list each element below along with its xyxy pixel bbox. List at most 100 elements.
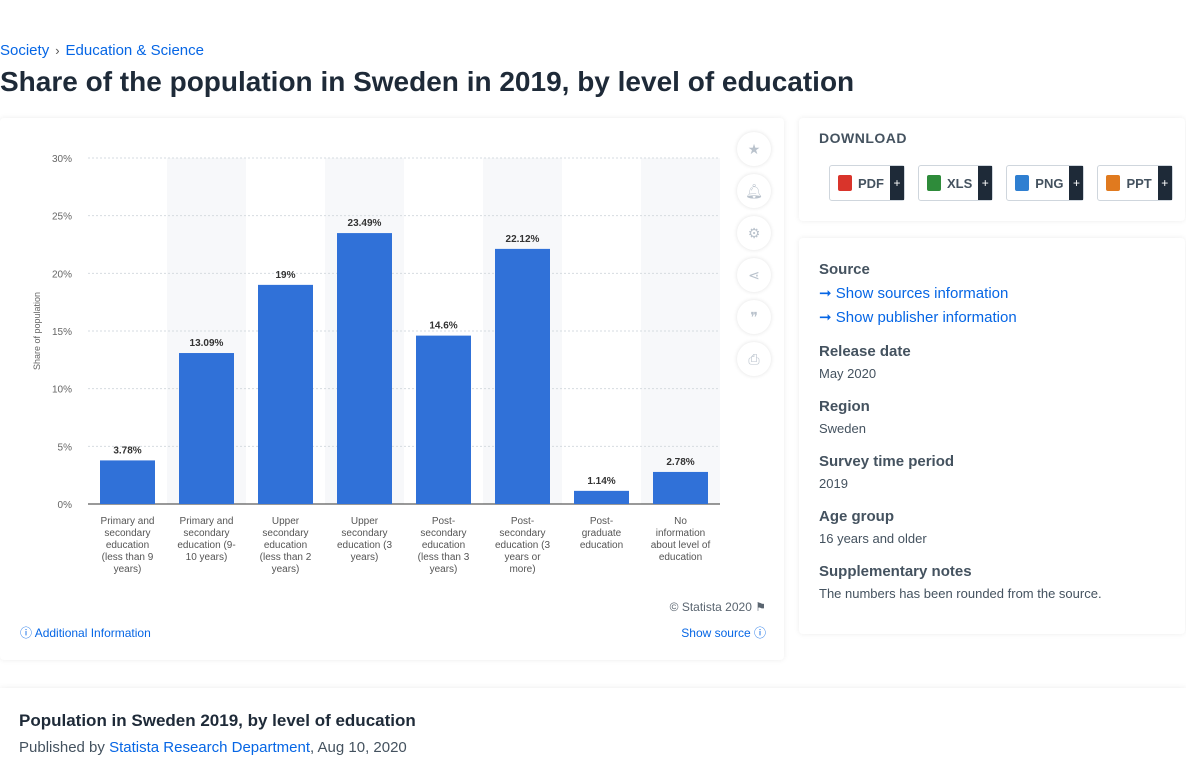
bar	[179, 353, 234, 504]
gear-icon[interactable]: ⚙	[737, 216, 771, 250]
bar	[653, 471, 708, 504]
download-title: DOWNLOAD	[819, 130, 907, 146]
show-sources-link[interactable]: ➞ Show sources information	[819, 284, 1008, 302]
bar	[337, 233, 392, 504]
y-tick-label: 30%	[52, 154, 72, 165]
info-icon: ⓘ	[753, 626, 766, 640]
x-tick-label: (less than 9	[102, 552, 154, 563]
x-tick-label: graduate	[582, 528, 622, 539]
age-group-value: 16 years and older	[819, 531, 927, 546]
page-title: Share of the population in Sweden in 201…	[0, 66, 855, 97]
share-icon[interactable]: ⋖	[737, 258, 771, 292]
bar-value-label: 13.09%	[190, 338, 224, 349]
plus-icon[interactable]: +	[1069, 166, 1084, 200]
x-tick-label: Post-	[590, 516, 613, 527]
age-group-heading: Age group	[819, 508, 894, 525]
show-source-link[interactable]: Show source ⓘ	[681, 624, 766, 641]
x-tick-label: secondary	[262, 528, 308, 539]
bar	[416, 335, 471, 504]
show-publisher-label: Show publisher information	[835, 309, 1017, 326]
plus-icon[interactable]: +	[890, 166, 904, 200]
bar-value-label: 23.49%	[348, 218, 382, 229]
bell-icon[interactable]: 🔔︎	[737, 174, 771, 208]
survey-period-heading: Survey time period	[819, 453, 955, 470]
x-tick-label: education (3	[337, 540, 392, 551]
statistic-details-card: Source ➞ Show sources information ➞ Show…	[799, 238, 1185, 634]
plus-icon[interactable]: +	[978, 166, 993, 200]
bar-value-label: 2.78%	[666, 457, 694, 468]
published-by-label: Published by	[19, 739, 105, 756]
x-tick-label: education (3	[495, 540, 550, 551]
y-tick-label: 25%	[52, 212, 72, 223]
x-tick-label: years)	[114, 564, 142, 575]
chart-card: 0% 5% 10% 15% 20% 25% 30% Share of population 3.…	[0, 118, 784, 660]
author-link[interactable]: Statista Research Department	[109, 739, 311, 756]
plus-icon[interactable]: +	[1157, 166, 1172, 200]
info-icon: ⓘ	[20, 626, 33, 640]
download-png-button[interactable]: PNG +	[1006, 165, 1085, 201]
x-tick-label: Upper	[351, 516, 379, 527]
publication-date: , Aug 10, 2020	[310, 739, 407, 756]
pdf-file-icon	[838, 175, 852, 191]
supplementary-notes-heading: Supplementary notes	[819, 563, 972, 580]
region-value: Sweden	[819, 421, 866, 436]
download-pdf-label: PDF	[858, 175, 884, 191]
download-card: DOWNLOAD PDF + XLS + PNG + PPT +	[799, 118, 1185, 221]
breadcrumb: Society › Education & Science	[0, 42, 204, 59]
x-tick-label: education (9-	[177, 540, 235, 551]
arrow-right-icon: ➞	[819, 309, 832, 326]
ppt-file-icon	[1106, 175, 1121, 191]
chart-copyright: © Statista 2020 ⚑	[670, 600, 766, 614]
bar-value-label: 22.12%	[506, 234, 540, 245]
download-pdf-button[interactable]: PDF +	[829, 165, 905, 201]
y-tick-label: 10%	[52, 385, 72, 396]
bar	[100, 460, 155, 504]
show-publisher-link[interactable]: ➞ Show publisher information	[819, 308, 1017, 326]
print-icon[interactable]: ⎙	[737, 342, 771, 376]
star-icon[interactable]: ★	[737, 132, 771, 166]
x-tick-label: secondary	[499, 528, 545, 539]
bar	[258, 284, 313, 504]
x-tick-label: years)	[272, 564, 300, 575]
publication-title: Population in Sweden 2019, by level of e…	[19, 711, 416, 730]
download-png-label: PNG	[1035, 175, 1064, 191]
y-tick-label: 15%	[52, 327, 72, 338]
breadcrumb-education-science[interactable]: Education & Science	[65, 42, 204, 59]
quote-icon[interactable]: ❞	[737, 300, 771, 334]
breadcrumb-society[interactable]: Society	[0, 42, 50, 59]
xls-file-icon	[927, 175, 941, 191]
x-tick-label: years)	[351, 552, 379, 563]
x-tick-label: secondary	[183, 528, 229, 539]
download-xls-button[interactable]: XLS +	[918, 165, 994, 201]
x-tick-label: secondary	[341, 528, 387, 539]
y-axis-label: Share of population	[32, 292, 42, 370]
x-tick-label: Post-	[511, 516, 534, 527]
x-tick-label: information	[656, 528, 705, 539]
region-heading: Region	[819, 398, 870, 415]
x-tick-label: years)	[430, 564, 458, 575]
publication-card: Population in Sweden 2019, by level of e…	[0, 688, 1186, 760]
x-tick-label: Post-	[432, 516, 455, 527]
download-xls-label: XLS	[947, 175, 973, 191]
download-ppt-label: PPT	[1126, 175, 1152, 191]
download-buttons: PDF + XLS + PNG + PPT +	[829, 165, 1173, 201]
x-tick-label: 10 years)	[186, 552, 228, 563]
x-tick-label: about level of	[651, 540, 711, 551]
y-tick-label: 0%	[58, 500, 73, 511]
publication-byline: Published by Statista Research Departmen…	[19, 739, 407, 756]
flag-icon[interactable]: ⚑	[755, 600, 766, 614]
download-ppt-button[interactable]: PPT +	[1097, 165, 1173, 201]
x-tick-label: education	[106, 540, 149, 551]
breadcrumb-separator: ›	[55, 43, 60, 58]
additional-information-link[interactable]: ⓘ Additional Information	[20, 624, 151, 641]
x-tick-label: Primary and	[101, 516, 155, 527]
x-tick-label: education	[422, 540, 465, 551]
copyright-text: © Statista 2020	[669, 600, 752, 614]
show-sources-label: Show sources information	[835, 285, 1009, 302]
bar-value-label: 19%	[275, 270, 295, 281]
arrow-right-icon: ➞	[819, 285, 832, 302]
x-tick-label: Primary and	[180, 516, 234, 527]
bar	[574, 490, 629, 504]
x-tick-label: more)	[509, 564, 535, 575]
x-tick-label: No	[674, 516, 687, 527]
